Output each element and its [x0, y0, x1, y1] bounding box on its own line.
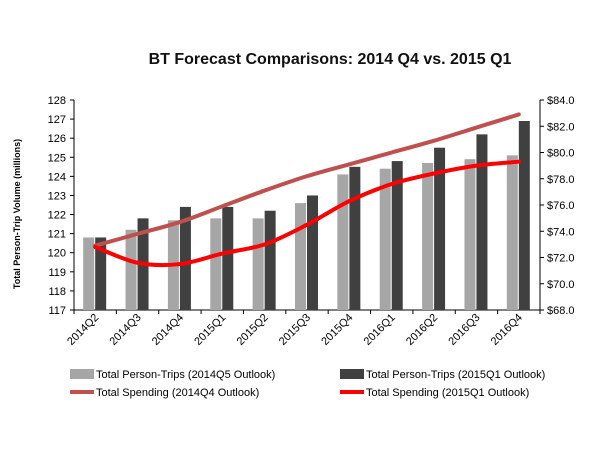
y-tick-label: 127: [48, 114, 66, 126]
y-axis-label: Total Person-Trip Volume (millions): [12, 139, 22, 289]
bar-2015q1-outlook: [307, 195, 318, 310]
bar-2014q5-outlook: [252, 218, 264, 310]
bar-2015q1-outlook: [95, 237, 107, 310]
y2-tick-label: $80.0: [547, 148, 575, 160]
bar-2014q5-outlook: [379, 168, 391, 310]
legend-label: Total Person-Trips (2015Q1 Outlook): [366, 369, 545, 381]
plot-area: 117 118 119 120 121 122 123 124 125 126 127 128 $68.…: [48, 95, 575, 348]
x-tick-label: 2014Q3: [107, 312, 143, 348]
bar-2015q1-outlook: [518, 121, 530, 310]
legend: Total Person-Trips (2014Q5 Outlook) Total…: [70, 369, 545, 399]
x-tick-label: 2015Q1: [192, 312, 228, 348]
x-tick-label: 2016Q4: [489, 312, 525, 348]
legend-label: Total Spending (2014Q4 Outlook): [96, 387, 259, 399]
y-tick-label: 117: [48, 305, 66, 317]
y-tick-label: 128: [48, 95, 66, 107]
x-tick-label: 2014Q2: [65, 312, 101, 348]
legend-label: Total Person-Trips (2014Q5 Outlook): [96, 369, 275, 381]
line-spending-2015q1-outlook: [93, 159, 521, 268]
y-tick-label: 126: [48, 133, 66, 145]
chart-title: BT Forecast Comparisons: 2014 Q4 vs. 201…: [149, 51, 512, 68]
x-tick-label: 2016Q3: [446, 312, 482, 348]
x-tick-label: 2015Q2: [235, 312, 271, 348]
y-tick-label: 124: [48, 171, 66, 183]
y-tick-label: 121: [48, 229, 66, 241]
y2-tick-label: $82.0: [547, 121, 575, 133]
x-tick-label: 2015Q4: [319, 312, 355, 348]
legend-swatch: [340, 369, 364, 379]
y-tick-label: 123: [48, 190, 66, 202]
bar-2014q5-outlook: [125, 229, 137, 310]
bar-2014q5-outlook: [337, 174, 349, 310]
bar-2015q1-outlook: [476, 134, 488, 310]
bar-2014q5-outlook: [464, 159, 476, 310]
bar-2014q5-outlook: [295, 203, 306, 310]
y2-tick-label: $84.0: [547, 95, 575, 107]
x-tick-label: 2016Q2: [404, 312, 440, 348]
y-tick-label: 119: [48, 267, 66, 279]
bar-2014q5-outlook: [422, 163, 434, 310]
x-tick-label: 2016Q1: [362, 312, 398, 348]
y2-tick-label: $78.0: [547, 174, 575, 186]
bar-2015q1-outlook: [391, 161, 403, 310]
x-tick-label: 2015Q3: [277, 312, 313, 348]
legend-label: Total Spending (2015Q1 Outlook): [366, 387, 529, 399]
y2-tick-label: $72.0: [547, 253, 575, 265]
bar-2015q1-outlook: [434, 147, 446, 310]
line-spending-2014q4-outlook: [93, 112, 521, 248]
bar-2015q1-outlook: [264, 210, 276, 310]
y2-tick-label: $76.0: [547, 200, 575, 212]
y2-tick-label: $68.0: [547, 305, 575, 317]
y-tick-label: 125: [48, 152, 66, 164]
bar-2014q5-outlook: [83, 237, 95, 310]
bar-2015q1-outlook: [349, 166, 361, 310]
y2-tick-label: $74.0: [547, 226, 575, 238]
y-tick-label: 122: [48, 210, 66, 222]
legend-swatch: [70, 369, 94, 379]
x-tick-label: 2014Q4: [150, 312, 186, 348]
y2-tick-label: $70.0: [547, 279, 575, 291]
y-tick-label: 120: [48, 248, 66, 260]
bar-2014q5-outlook: [506, 155, 518, 310]
y-tick-label: 118: [48, 286, 66, 298]
bar-2015q1-outlook: [179, 206, 191, 310]
bar-2015q1-outlook: [222, 206, 234, 310]
bar-2014q5-outlook: [210, 218, 222, 310]
